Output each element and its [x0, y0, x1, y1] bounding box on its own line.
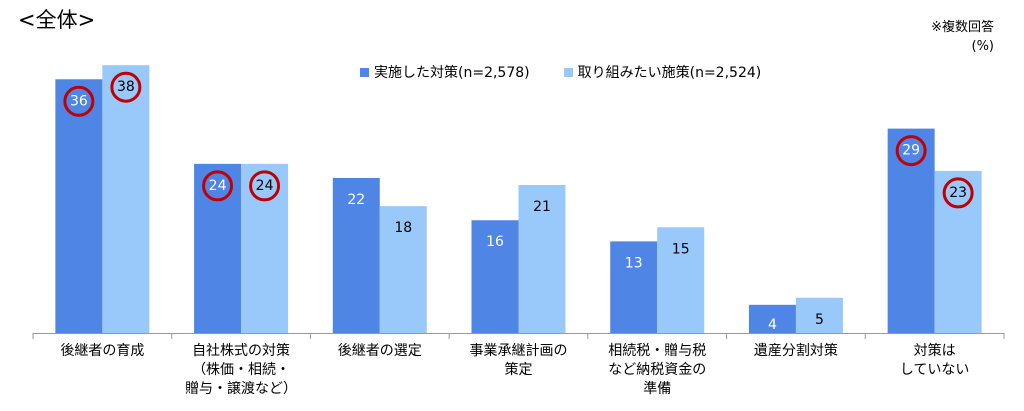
- bar-series2: [379, 206, 427, 333]
- x-tick-label: 事業承継計画の策定: [470, 343, 568, 378]
- bar-series2: [934, 170, 982, 333]
- x-tick-label: 自社株式の対策（株価・相続・贈与・譲渡など）: [185, 342, 297, 397]
- note: ※複数回答 (%): [931, 18, 994, 56]
- bar-series1: [610, 241, 658, 333]
- bar-series2: [241, 163, 289, 333]
- bar-series1: [194, 163, 242, 333]
- data-label-series2: 15: [672, 241, 690, 257]
- note-unit: (%): [971, 39, 995, 54]
- data-label-series1: 29: [902, 143, 920, 159]
- highlight-circle: [249, 170, 281, 202]
- note-multiple-answers: ※複数回答: [931, 20, 994, 35]
- section-title: <全体>: [18, 8, 96, 32]
- x-tick-label: 後継者の育成: [60, 343, 144, 359]
- x-tick-label: 対策はしていない: [900, 342, 970, 378]
- bar-series2: [657, 227, 705, 333]
- bar-series2: [518, 185, 566, 333]
- legend: 実施した対策(n=2,578) 取り組みたい施策(n=2,524): [360, 62, 795, 82]
- bar-series1: [887, 128, 935, 333]
- bar-series1: [332, 177, 380, 333]
- data-label-series2: 5: [815, 312, 824, 328]
- data-label-series1: 36: [70, 93, 88, 109]
- highlight-circle: [895, 135, 927, 167]
- legend-swatch-series2: [563, 67, 573, 77]
- legend-label-series1: 実施した対策(n=2,578): [374, 65, 530, 81]
- bar-series2: [102, 65, 150, 333]
- legend-item-series1: 実施した対策(n=2,578): [360, 62, 530, 82]
- data-label-series2: 38: [117, 79, 135, 95]
- data-label-series2: 18: [394, 220, 412, 236]
- highlight-circle: [202, 170, 234, 202]
- bar-series1: [471, 220, 519, 333]
- highlight-circle: [63, 85, 95, 117]
- data-label-series2: 23: [949, 185, 967, 201]
- data-label-series1: 16: [486, 234, 504, 250]
- legend-swatch-series1: [360, 67, 369, 77]
- legend-item-series2: 取り組みたい施策(n=2,524): [563, 62, 762, 82]
- x-tick-label: 後継者の選定: [338, 343, 422, 359]
- bar-series1: [748, 304, 796, 333]
- data-label-series2: 21: [533, 199, 551, 215]
- data-label-series1: 22: [347, 192, 365, 208]
- data-label-series1: 4: [768, 317, 777, 333]
- x-tick-label: 遺産分割対策: [754, 342, 838, 359]
- data-label-series1: 13: [625, 255, 643, 271]
- highlight-circle: [110, 71, 142, 103]
- data-label-series2: 24: [256, 178, 274, 194]
- bar-series2: [795, 297, 843, 333]
- data-label-series1: 24: [209, 178, 227, 194]
- bar-series1: [55, 79, 103, 334]
- highlight-circle: [942, 177, 974, 209]
- x-tick-label: 相続税・贈与税など納税資金の準備: [608, 342, 706, 397]
- legend-label-series2: 取り組みたい施策(n=2,524): [577, 65, 762, 81]
